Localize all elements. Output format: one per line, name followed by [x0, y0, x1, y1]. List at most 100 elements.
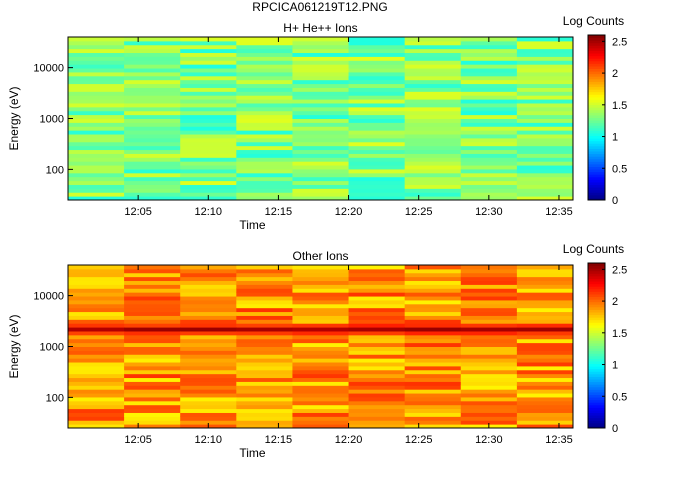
heatmap-cell [180, 268, 237, 274]
heatmap-cell [348, 292, 406, 297]
heatmap-cell [124, 161, 181, 166]
heatmap-cells [68, 265, 574, 429]
heatmap-cell [68, 311, 125, 316]
colorbar-segment [588, 117, 605, 121]
heatmap-cell [348, 299, 406, 305]
heatmap-cell [516, 296, 574, 301]
heatmap-cell [68, 350, 125, 355]
colorbar-segment [588, 197, 605, 201]
heatmap-cell [124, 56, 181, 61]
heatmap-cell [236, 265, 293, 270]
heatmap-cell [460, 110, 518, 116]
heatmap-cell [348, 303, 406, 309]
heatmap-cell [460, 40, 518, 46]
heatmap-cell [236, 311, 293, 316]
colorbar-segment [588, 263, 605, 267]
heatmap-cell [68, 68, 125, 73]
heatmap-cell [124, 342, 181, 347]
colorbar-segment [588, 171, 605, 175]
heatmap-cell [516, 149, 574, 154]
heatmap-cell [236, 296, 293, 301]
heatmap-cell [348, 276, 406, 282]
colorbar-segment [588, 348, 605, 352]
heatmap-cell [124, 296, 181, 301]
colorbar-segment [588, 89, 605, 93]
heatmap-cell [348, 184, 406, 189]
heatmap-cell [180, 168, 237, 174]
colorbar-segment [588, 425, 605, 429]
heatmap-cell [180, 161, 237, 166]
heatmap-cell [404, 79, 462, 85]
heatmap-cell [292, 126, 350, 131]
heatmap-cell [68, 48, 125, 54]
heatmap-cell [68, 114, 125, 119]
heatmap-cell [516, 99, 574, 104]
heatmap-cell [68, 95, 125, 100]
heatmap-cell [460, 292, 518, 297]
heatmap-cell [180, 79, 237, 85]
heatmap-cell [460, 188, 518, 193]
heatmap-cell [124, 168, 181, 174]
heatmap-cell [292, 149, 350, 154]
heatmap-cell [348, 307, 406, 313]
colorbar-segment [588, 125, 605, 129]
heatmap-cell [348, 91, 406, 96]
heatmap-cell [348, 365, 406, 371]
heatmap-cell [124, 381, 181, 386]
heatmap-cell [180, 44, 237, 50]
heatmap-cell [292, 130, 350, 135]
heatmap-cell [404, 389, 462, 394]
heatmap-cell [348, 315, 406, 320]
x-tick-label: 12:20 [335, 206, 363, 218]
x-tick-label: 12:15 [265, 206, 293, 218]
heatmap-cell [124, 48, 181, 54]
colorbar-segment [588, 109, 605, 113]
heatmap-cell [180, 68, 237, 73]
heatmap-cell [236, 137, 293, 143]
y-tick-label: 10000 [33, 63, 64, 75]
heatmap-cell [180, 60, 237, 65]
heatmap-cell [348, 176, 406, 182]
colorbar-tick-label: 0 [612, 195, 618, 207]
heatmap-cell [404, 350, 462, 355]
spectrogram-panel-2: 12:05 12:10 12:15 12:20 12:25 12:30 12:3510010… [7, 242, 627, 460]
heatmap-cell [124, 79, 181, 85]
x-tick-label: 12:15 [265, 434, 293, 446]
heatmap-cell [348, 99, 406, 104]
heatmap-cell [124, 272, 181, 278]
heatmap-cell [236, 299, 293, 305]
heatmap-cell [404, 44, 462, 50]
heatmap-cell [236, 110, 293, 116]
heatmap-cell [236, 342, 293, 347]
heatmap-cell [516, 416, 574, 421]
heatmap-cell [348, 346, 406, 351]
heatmap-cell [460, 134, 518, 139]
colorbar-segment [588, 122, 605, 126]
figure-title: RPCICA061219T12.PNG [252, 0, 387, 14]
heatmap-cell [404, 68, 462, 73]
heatmap-cell [460, 315, 518, 320]
heatmap-cell [292, 292, 350, 297]
heatmap-cell [404, 327, 462, 332]
heatmap-cell [404, 373, 462, 379]
heatmap-cell [460, 404, 518, 410]
heatmap-cell [236, 412, 293, 417]
colorbar-segment [588, 288, 605, 292]
heatmap-cell [460, 68, 518, 73]
colorbar-segment [588, 335, 605, 339]
colorbar-segment [588, 417, 605, 421]
heatmap-cell [68, 292, 125, 297]
heatmap-cell [180, 83, 237, 88]
heatmap-cell [124, 315, 181, 320]
heatmap-cell [404, 153, 462, 158]
heatmap-cell [348, 412, 406, 417]
spectrogram-panel-1: 12:05 12:10 12:15 12:20 12:25 12:30 12:3510010… [7, 14, 627, 232]
heatmap-cell [236, 292, 293, 297]
heatmap-cell [292, 315, 350, 320]
heatmap-cell [180, 358, 237, 363]
heatmap-cell [180, 307, 237, 313]
heatmap-cell [180, 56, 237, 61]
heatmap-cell [292, 48, 350, 54]
colorbar-segment [588, 350, 605, 354]
heatmap-cell [460, 268, 518, 274]
